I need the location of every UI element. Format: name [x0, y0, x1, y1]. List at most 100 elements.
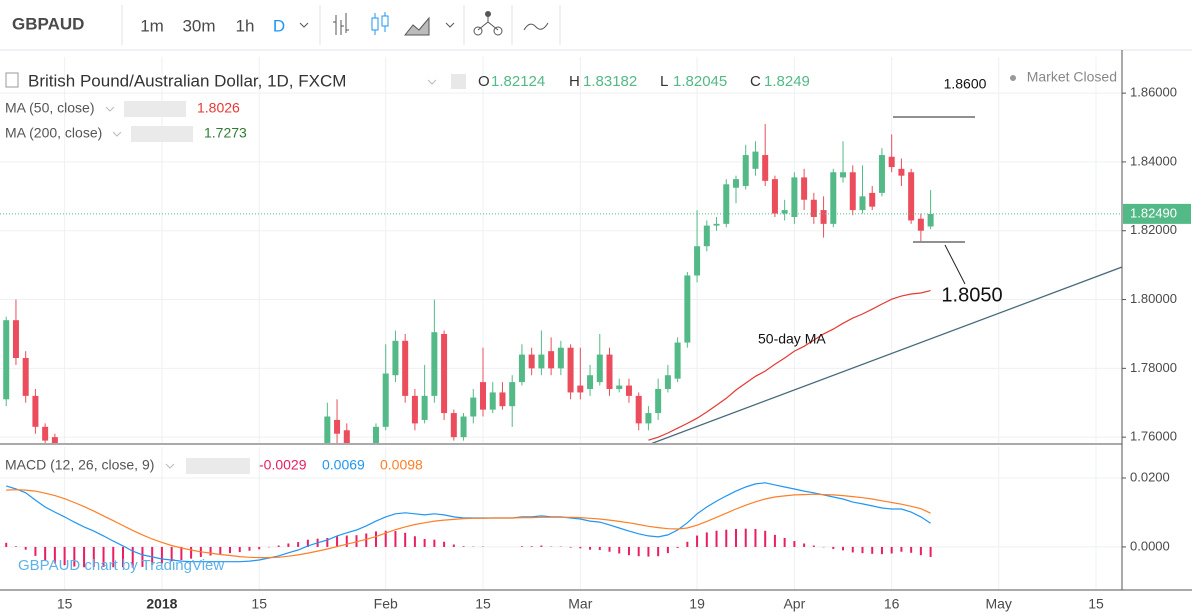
- bars-icon[interactable]: [333, 13, 349, 35]
- candle-body: [382, 373, 389, 427]
- histogram-bar: [160, 546, 163, 564]
- y-tick-label: 0.0000: [1130, 538, 1170, 553]
- interval-button[interactable]: 1h: [236, 16, 255, 35]
- histogram-bar: [248, 546, 251, 551]
- candle-body: [830, 172, 837, 224]
- histogram-bar: [34, 546, 37, 556]
- macd-value: 0.0098: [380, 457, 423, 473]
- chevron[interactable]: [165, 463, 175, 469]
- chevron[interactable]: [299, 22, 309, 28]
- candles-icon[interactable]: [371, 12, 389, 35]
- histogram-bar: [209, 546, 212, 556]
- y-tick-label: 1.80000: [1130, 291, 1177, 306]
- candle-body: [684, 275, 691, 343]
- candle-body: [655, 388, 662, 414]
- legend-buttons[interactable]: [124, 101, 186, 117]
- histogram-bar: [861, 546, 864, 554]
- histogram-bar: [180, 546, 183, 561]
- histogram-bar: [773, 534, 776, 547]
- candle-body: [781, 210, 788, 214]
- interval-button[interactable]: D: [273, 16, 285, 35]
- candle-body: [343, 430, 350, 443]
- histogram-bar: [715, 530, 718, 547]
- candle-body: [528, 354, 535, 369]
- x-tick-label: 15: [57, 596, 73, 612]
- legend-buttons[interactable]: [186, 458, 250, 474]
- y-tick-label: 1.76000: [1130, 429, 1177, 444]
- histogram-bar: [696, 535, 699, 547]
- signal-line: [6, 489, 931, 559]
- candle-body: [908, 172, 915, 221]
- histogram-bar: [637, 546, 640, 557]
- candle-body: [606, 354, 613, 389]
- x-tick-label: Apr: [783, 596, 805, 612]
- y-tick-label: 1.86000: [1130, 85, 1177, 100]
- histogram-bar: [170, 546, 173, 562]
- ohlc-value: 1.82045: [673, 73, 727, 90]
- histogram-bar: [53, 546, 56, 564]
- histogram-bar: [384, 530, 387, 547]
- candle-body: [22, 358, 29, 396]
- candle-body: [3, 320, 10, 400]
- interval-button[interactable]: 30m: [182, 16, 215, 35]
- chevron[interactable]: [112, 131, 122, 137]
- histogram-bar: [598, 546, 601, 551]
- candle-body: [460, 416, 467, 438]
- legend-buttons[interactable]: [131, 126, 193, 142]
- candle-body: [840, 172, 847, 178]
- compare-icon-dot: [473, 26, 483, 36]
- histogram-bar: [579, 546, 582, 549]
- candle-body: [577, 385, 584, 393]
- interval-button[interactable]: 1m: [140, 16, 164, 35]
- histogram-bar: [929, 546, 932, 557]
- histogram-bar: [24, 546, 27, 550]
- macd-value: -0.0029: [259, 457, 307, 473]
- macd-legend: MACD (12, 26, close, 9): [5, 457, 154, 473]
- histogram-bar: [520, 546, 523, 547]
- histogram-bar: [297, 542, 300, 547]
- histogram-bar: [44, 546, 47, 561]
- candle-body: [596, 354, 603, 383]
- annotation: 1.8600: [944, 76, 987, 92]
- candle-body: [489, 392, 496, 410]
- candle-body: [480, 382, 487, 410]
- histogram-bar: [462, 546, 465, 547]
- candle-body: [762, 155, 769, 181]
- candle-body: [392, 340, 399, 376]
- chevron[interactable]: [105, 106, 115, 112]
- candle-body: [732, 179, 739, 188]
- histogram-bar: [900, 546, 903, 552]
- icon[interactable]: [5, 72, 19, 88]
- eye-button[interactable]: [451, 74, 466, 89]
- histogram-bar: [345, 535, 348, 547]
- candle-body: [499, 392, 506, 407]
- histogram-bar: [627, 546, 630, 556]
- ma-legend: MA (50, close): [5, 100, 94, 116]
- histogram-bar: [608, 546, 611, 552]
- symbol[interactable]: GBPAUD: [12, 14, 84, 33]
- x-tick-label: 16: [884, 596, 900, 612]
- candle-body: [51, 437, 58, 443]
- chevron[interactable]: [445, 22, 455, 28]
- candle-body: [411, 395, 418, 424]
- histogram-bar: [657, 546, 660, 557]
- histogram-bar: [336, 536, 339, 547]
- area-icon[interactable]: [403, 16, 430, 36]
- histogram-bar: [112, 546, 115, 568]
- indicators-icon[interactable]: [523, 22, 549, 31]
- chevron[interactable]: [427, 79, 437, 85]
- trend-line[interactable]: [645, 266, 1122, 446]
- histogram-bar: [764, 530, 767, 547]
- y-tick-label: 0.0200: [1130, 469, 1170, 484]
- candle-body: [334, 419, 341, 434]
- candle-body: [470, 397, 477, 417]
- histogram-bar: [734, 529, 737, 547]
- histogram-bar: [121, 546, 124, 568]
- histogram-bar: [443, 541, 446, 547]
- histogram-bar: [832, 546, 835, 549]
- histogram-bar: [647, 546, 650, 557]
- x-tick-label: 19: [689, 596, 705, 612]
- histogram-bar: [63, 546, 66, 566]
- candle-body: [791, 177, 798, 217]
- histogram-bar: [540, 545, 543, 547]
